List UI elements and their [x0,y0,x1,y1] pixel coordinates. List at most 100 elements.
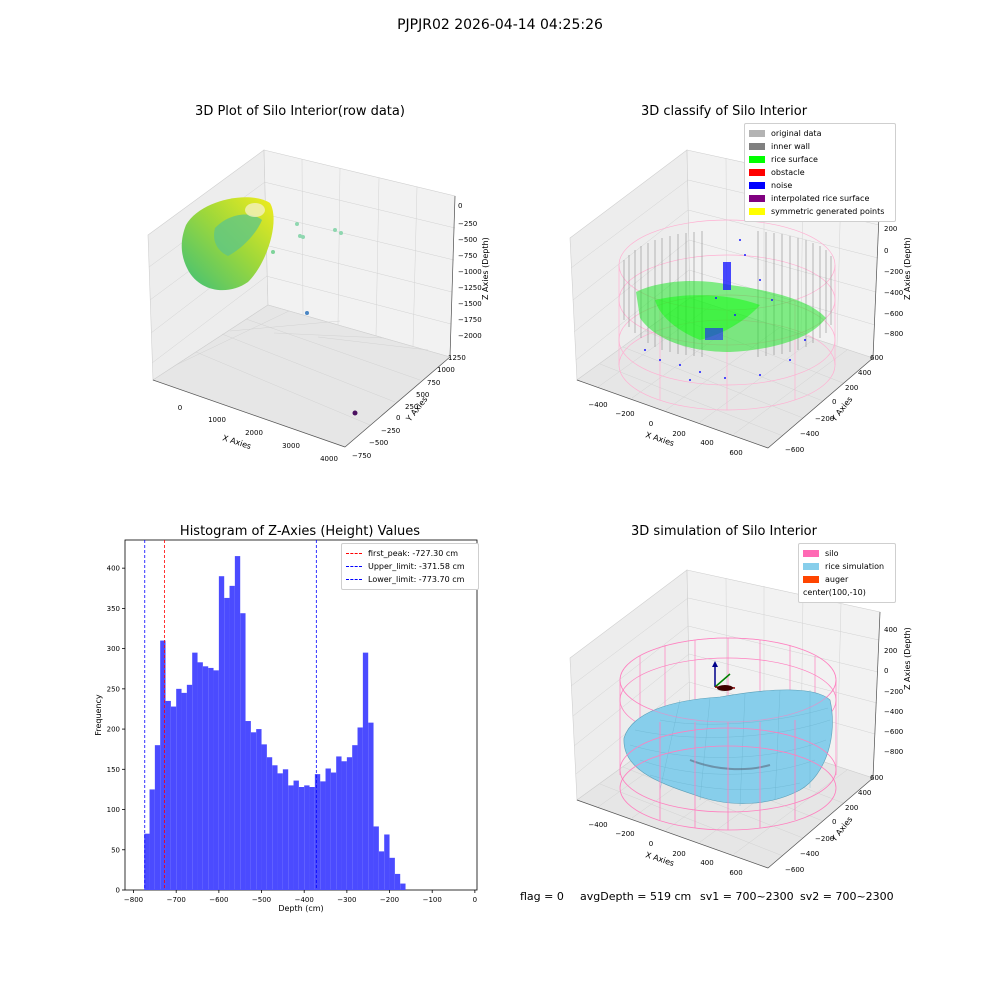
classify-ztick: −200 [884,268,903,276]
y-tick-label: 300 [107,645,120,653]
histogram-bar [202,666,209,890]
legend-swatch [749,208,765,215]
histogram-bar [250,732,257,890]
histogram-bar [197,662,203,890]
legend-swatch [803,563,819,570]
histogram-bar [362,652,369,890]
simulation-ytick: −200 [815,835,834,843]
histogram-bar [218,576,225,890]
histogram-bar [373,826,379,890]
simulation-ztick: −400 [884,708,903,716]
y-tick-label: 100 [107,806,120,814]
histogram-bar [400,883,406,890]
histogram-bar [330,772,337,890]
status-sv1: sv1 = 700~2300 [700,890,794,903]
raw-ztick: −500 [458,236,477,244]
histogram-bar [224,597,230,890]
simulation-xtick: 0 [649,840,653,848]
legend-item-first-peak: first_peak: -727.30 cm [346,547,474,560]
histogram-bar [304,785,310,890]
legend-line [346,566,362,567]
raw-ytick: 750 [427,379,440,387]
simulation-xtick: 200 [672,850,685,858]
classify-xtick: 200 [672,430,685,438]
histogram-bar [266,757,273,890]
histogram-bar [336,756,342,890]
x-tick-label: −600 [209,896,228,904]
histogram-bar [181,692,187,890]
classify-ytick: 600 [870,354,883,362]
x-tick-label: −200 [380,896,399,904]
histogram-bar [298,787,305,890]
classify-plot-title: 3D classify of Silo Interior [640,104,808,119]
classify-xtick: 0 [649,420,653,428]
classify-xtick: 600 [729,449,742,457]
classify-ytick: −200 [815,415,834,423]
raw-ztick: 0 [458,202,462,210]
simulation-ytick: 200 [845,804,858,812]
y-tick-label: 200 [107,726,120,734]
histogram-bar [176,688,182,890]
histogram-bar [320,781,326,890]
histogram-bar [277,773,283,890]
raw-ytick: −750 [352,452,371,460]
histogram-bar [325,768,331,890]
raw-xtick: 2000 [245,429,263,437]
legend-swatch [749,130,765,137]
simulation-legend: silo rice simulation auger center(100,-1… [798,543,896,603]
classify-ztick: 0 [884,247,888,255]
raw-ztick: −250 [458,220,477,228]
histogram-bar [256,729,262,890]
classify-ytick: 0 [832,398,836,406]
histogram-bar [394,873,401,890]
legend-swatch [803,550,819,557]
status-avg-depth: avgDepth = 519 cm [580,890,692,903]
legend-item-inner-wall: inner wall [749,140,891,153]
legend-line [346,553,362,554]
classify-xtick: −400 [588,401,607,409]
classify-ztick: 200 [884,225,897,233]
raw-ztick: −1000 [458,268,482,276]
legend-item-symmetric-generated-points: symmetric generated points [749,205,891,218]
histogram-bar [384,834,390,890]
y-tick-label: 250 [107,685,120,693]
histogram-bar [341,761,347,890]
raw-ytick: 500 [416,391,429,399]
raw-ztick: −1500 [458,300,482,308]
raw-ztick: −2000 [458,332,482,340]
simulation-xtick: 600 [729,869,742,877]
legend-item-rice-simulation: rice simulation [803,560,891,573]
legend-swatch [749,182,765,189]
histogram-bar [170,706,177,890]
histogram-bar [261,744,267,890]
simulation-ztick: −600 [884,728,903,736]
classify-ytick: 200 [845,384,858,392]
raw-plot-title: 3D Plot of Silo Interior(row data) [195,104,405,119]
simulation-ztick: 400 [884,626,897,634]
histogram-reference-lines [144,540,317,890]
raw-ztick: −1250 [458,284,482,292]
status-sv2: sv2 = 700~2300 [800,890,894,903]
histogram-bar [144,833,150,890]
histogram-bar [192,652,198,890]
legend-item-auger: auger [803,573,891,586]
histogram-bar [229,585,235,890]
histogram-bar [234,556,241,890]
legend-item-silo: silo [803,547,891,560]
y-tick-label: 150 [107,766,120,774]
raw-zlabel: Z Axies (Depth) [481,237,490,300]
simulation-xtick: 400 [700,859,713,867]
histogram-axes: −800 −700 −600 −500 −400 −300 −200 −100 0 0 50 100 1… [94,539,478,913]
histogram-bar [282,769,289,890]
histogram-bar [389,857,395,890]
legend-swatch [749,156,765,163]
histogram-ylabel: Frequency [94,694,103,736]
legend-item-original-data: original data [749,127,891,140]
histogram-xlabel: Depth (cm) [278,904,323,913]
histogram-bar [368,722,374,890]
y-tick-label: 350 [107,605,120,613]
classify-ztick: −800 [884,330,903,338]
y-tick-label: 0 [116,887,120,895]
histogram-bar [160,640,166,890]
simulation-xlabel: X Axies [644,850,675,868]
